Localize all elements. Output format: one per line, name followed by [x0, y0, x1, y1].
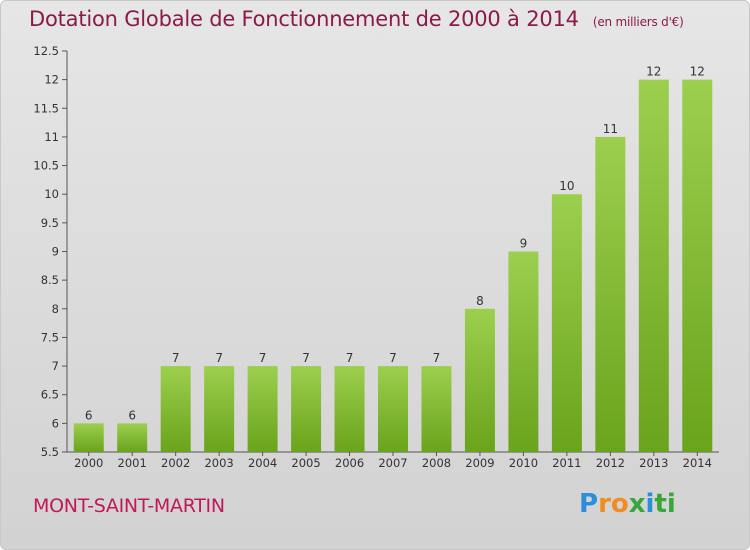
bar-2003	[204, 366, 235, 452]
x-tick-label: 2000	[74, 456, 103, 470]
bar-2010	[508, 251, 539, 452]
bar-2000	[73, 423, 104, 452]
logo-letter: r	[598, 489, 611, 519]
x-tick-label: 2013	[639, 456, 668, 470]
logo-letter: o	[610, 489, 629, 519]
bar-2008	[421, 366, 452, 452]
data-label: 12	[646, 65, 661, 79]
bar-2013	[638, 79, 669, 453]
bar-2012	[595, 136, 626, 452]
chart-title: Dotation Globale de Fonctionnement de 20…	[29, 7, 684, 31]
data-label: 12	[690, 65, 705, 79]
bar-2007	[378, 366, 408, 452]
x-tick-label: 2009	[465, 456, 494, 470]
bar-2004	[247, 366, 278, 452]
y-tick-label: 8.5	[41, 273, 59, 287]
y-tick-label: 6	[52, 416, 59, 430]
bar-2009	[464, 308, 495, 452]
data-label: 7	[259, 351, 267, 365]
data-label: 8	[476, 294, 484, 308]
y-tick-label: 12	[44, 73, 59, 87]
bar-2001	[117, 423, 148, 452]
bar-2011	[551, 194, 582, 452]
bar-2006	[334, 366, 365, 452]
x-tick-label: 2008	[422, 456, 451, 470]
y-tick-label: 11.5	[33, 101, 59, 115]
y-tick-label: 7.5	[41, 330, 59, 344]
bar-2005	[291, 366, 322, 452]
y-tick-label: 10	[44, 187, 59, 201]
data-label: 9	[520, 237, 528, 251]
data-label: 11	[603, 122, 618, 136]
x-tick-label: 2004	[248, 456, 277, 470]
chart-title-text: Dotation Globale de Fonctionnement de 20…	[29, 7, 579, 31]
x-tick-label: 2012	[596, 456, 625, 470]
x-tick-label: 2007	[378, 456, 407, 470]
proxiti-logo: Proxiti	[579, 489, 676, 519]
y-tick-label: 8	[52, 302, 59, 316]
data-label: 7	[302, 351, 310, 365]
x-tick-label: 2002	[161, 456, 190, 470]
y-tick-label: 11	[44, 130, 59, 144]
x-tick-label: 2014	[683, 456, 712, 470]
y-tick-label: 12.5	[33, 44, 59, 58]
data-label: 7	[172, 351, 180, 365]
data-label: 10	[559, 179, 574, 193]
x-tick-label: 2005	[291, 456, 320, 470]
data-label: 6	[85, 408, 93, 422]
logo-letter: P	[579, 489, 599, 519]
data-label: 7	[215, 351, 223, 365]
chart-subtitle: (en milliers d'€)	[592, 15, 684, 29]
y-tick-label: 6.5	[41, 388, 59, 402]
y-tick-label: 9	[52, 245, 59, 259]
x-tick-label: 2001	[118, 456, 147, 470]
y-tick-label: 7	[52, 359, 59, 373]
y-tick-label: 5.5	[41, 445, 59, 459]
y-tick-label: 10.5	[33, 159, 59, 173]
data-label: 6	[128, 408, 136, 422]
city-name: MONT-SAINT-MARTIN	[33, 495, 225, 517]
data-label: 7	[346, 351, 354, 365]
logo-letter: i	[645, 489, 655, 519]
x-tick-label: 2006	[335, 456, 364, 470]
data-label: 7	[433, 351, 441, 365]
logo-letter: x	[628, 489, 646, 519]
data-label: 7	[389, 351, 397, 365]
x-tick-label: 2011	[552, 456, 581, 470]
bar-2002	[160, 366, 191, 452]
logo-letter: ti	[654, 489, 676, 519]
x-tick-label: 2010	[509, 456, 538, 470]
x-tick-label: 2003	[204, 456, 233, 470]
bar-2014	[682, 79, 713, 453]
y-tick-label: 9.5	[41, 216, 59, 230]
